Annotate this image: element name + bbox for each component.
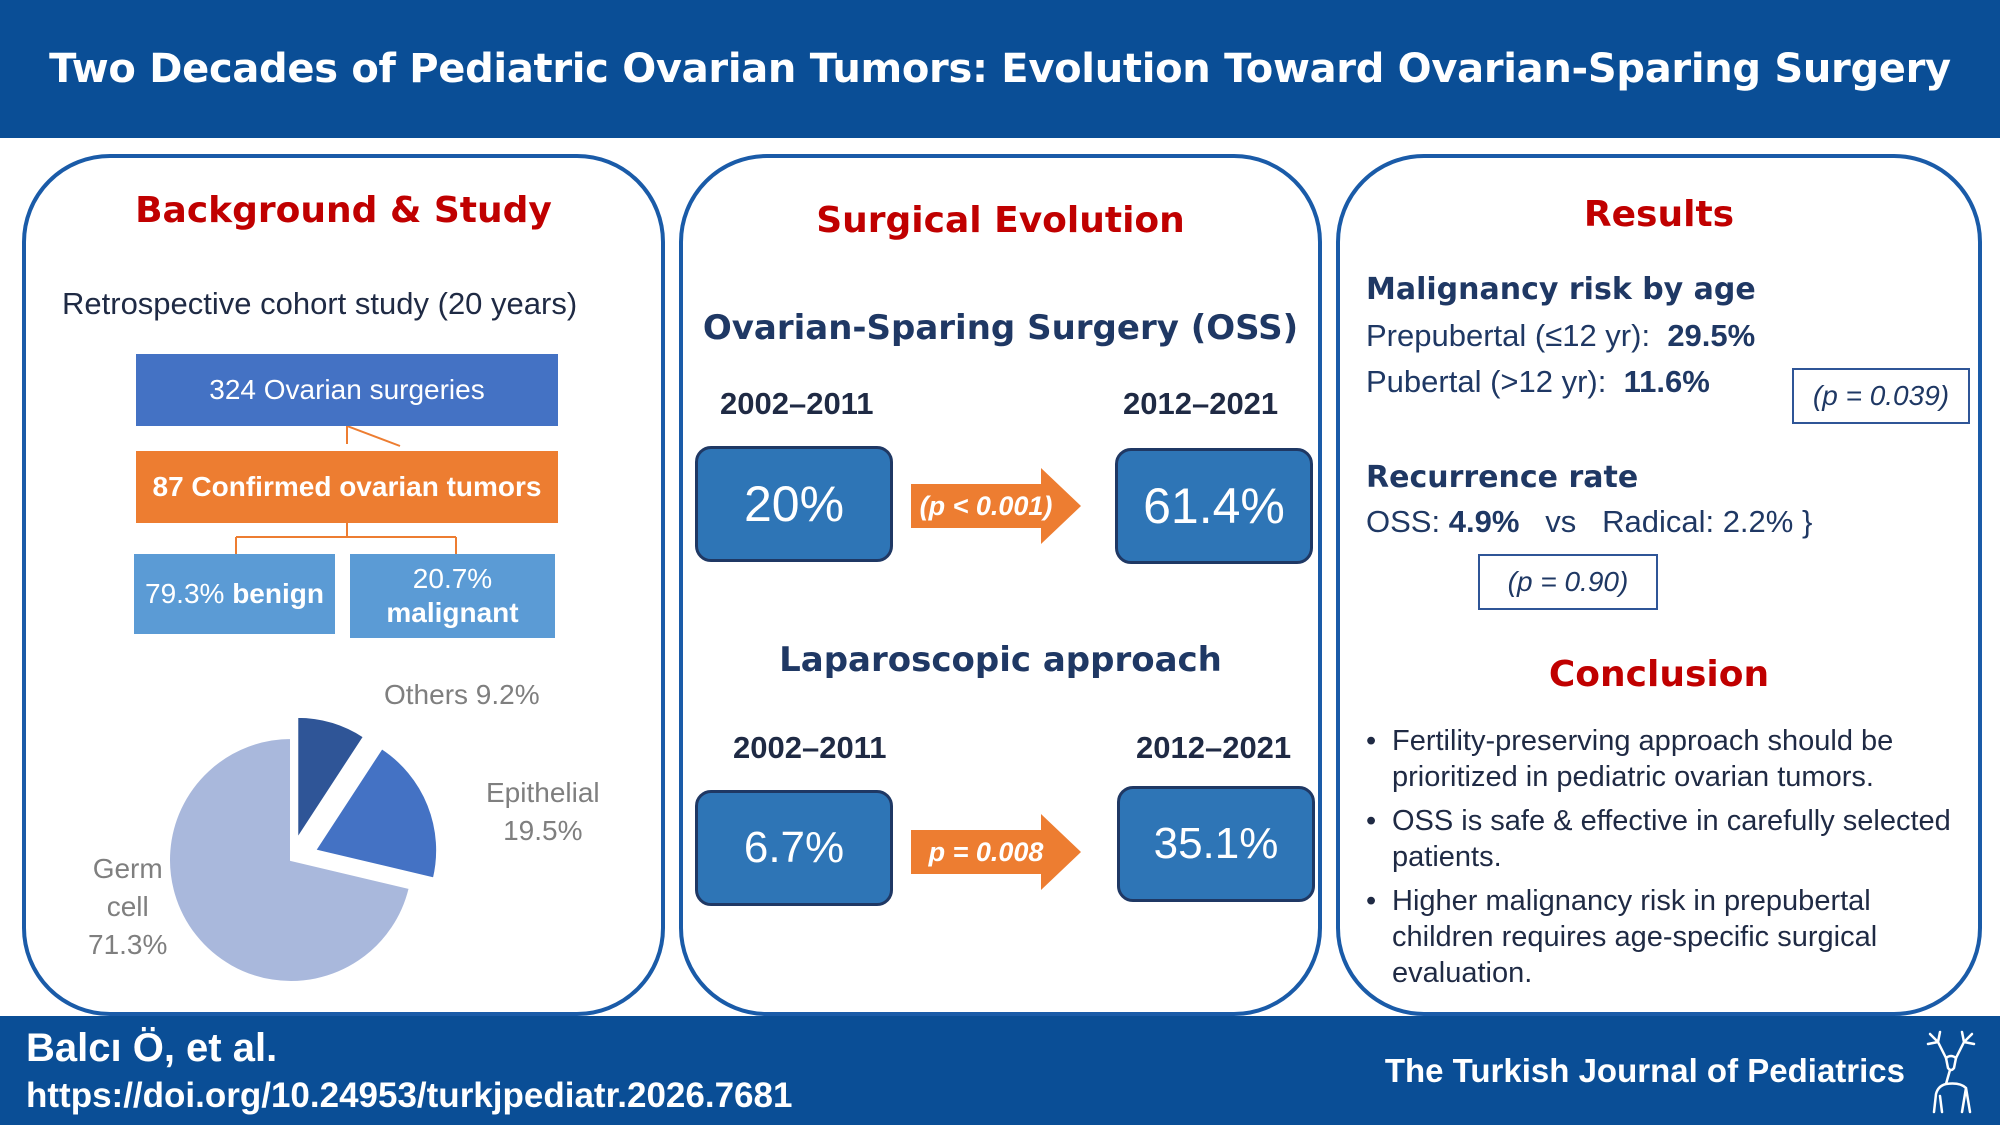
oss-value-b-box: 61.4%: [1115, 448, 1313, 564]
pie-label-cell-word: cell: [106, 890, 149, 922]
journal-name: The Turkish Journal of Pediatrics: [1384, 1052, 1905, 1089]
pie-label-germ-cell: Germ cell 71.3%: [88, 850, 167, 963]
recurrence-oss-label: OSS:: [1366, 504, 1441, 539]
lap-p-value: p = 0.008: [928, 836, 1044, 867]
oss-title: Ovarian-Sparing Surgery (OSS): [702, 308, 1299, 348]
flow-connector-top: [346, 426, 401, 447]
conclusion-item: Higher malignancy risk in prepubertal ch…: [1364, 884, 1964, 992]
pubertal-line: Pubertal (>12 yr): 11.6%: [1366, 364, 1710, 400]
malignancy-heading: Malignancy risk by age: [1366, 272, 1756, 307]
tumors-box: 87 Confirmed ovarian tumors: [136, 451, 558, 523]
background-panel: Background & Study Retrospective cohort …: [22, 154, 665, 1016]
recurrence-vs: vs: [1545, 504, 1577, 539]
pie-label-germ-value: 71.3%: [88, 928, 168, 960]
oss-period-b: 2012–2021: [1123, 386, 1279, 421]
pie-slice-epithelial: [313, 746, 439, 880]
malignancy-p-value: (p = 0.039): [1792, 368, 1970, 424]
surgical-title: Surgical Evolution: [816, 200, 1185, 241]
prepubertal-value: 29.5%: [1667, 318, 1756, 353]
footer-banner: Balcı Ö, et al. https://doi.org/10.24953…: [0, 1016, 2000, 1125]
surgeries-box: 324 Ovarian surgeries: [136, 354, 558, 426]
results-title: Results: [1583, 194, 1735, 235]
doi-link[interactable]: https://doi.org/10.24953/turkjpediatr.20…: [26, 1076, 793, 1115]
malignant-box: 20.7% malignant: [350, 554, 555, 638]
benign-percent: 79.3%: [145, 578, 233, 610]
background-title: Background & Study: [135, 190, 552, 231]
conclusion-item: OSS is safe & effective in carefully sel…: [1364, 804, 1964, 876]
recurrence-p-value: (p = 0.90): [1478, 554, 1658, 610]
lap-period-a: 2002–2011: [733, 730, 887, 765]
lap-value-b-box: 35.1%: [1117, 786, 1315, 902]
conclusion-list: Fertility-preserving approach should be …: [1364, 724, 1964, 1000]
pie-label-epithelial: Epithelial 19.5%: [486, 774, 600, 850]
lap-period-b: 2012–2021: [1136, 730, 1292, 765]
recurrence-line: OSS: 4.9% vs Radical: 2.2% }: [1366, 504, 1813, 539]
oss-p-value: (p < 0.001): [919, 490, 1053, 521]
authors: Balcı Ö, et al.: [26, 1026, 278, 1070]
pie-slice-others: [296, 715, 366, 843]
recurrence-heading: Recurrence rate: [1366, 460, 1639, 495]
prepubertal-label: Prepubertal (≤12 yr):: [1366, 318, 1651, 353]
benign-word: benign: [232, 578, 324, 610]
results-panel: Results Malignancy risk by age Prepubert…: [1336, 154, 1982, 1016]
laparoscopic-title: Laparoscopic approach: [779, 640, 1222, 680]
deer-logo-icon: [1926, 1030, 1976, 1114]
oss-arrow-icon: [911, 468, 1081, 544]
header-banner: Two Decades of Pediatric Ovarian Tumors:…: [0, 0, 2000, 138]
pie-label-others: Others 9.2%: [384, 679, 540, 710]
pubertal-label: Pubertal (>12 yr):: [1366, 364, 1607, 399]
pie-label-epithelial-name: Epithelial: [486, 777, 600, 808]
benign-box: 79.3% benign: [134, 554, 335, 634]
oss-value-a-box: 20%: [695, 446, 893, 562]
malignant-percent: 20.7%: [412, 563, 493, 595]
recurrence-radical: Radical: 2.2%: [1602, 504, 1794, 539]
lap-value-a-box: 6.7%: [695, 790, 893, 906]
malignant-word: malignant: [386, 597, 519, 628]
pie-label-epithelial-value: 19.5%: [503, 814, 583, 846]
surgical-evolution-panel: Surgical Evolution Ovarian-Sparing Surge…: [679, 154, 1322, 1016]
page-title: Two Decades of Pediatric Ovarian Tumors:…: [49, 46, 1951, 92]
recurrence-oss-value: 4.9%: [1448, 504, 1520, 539]
lap-arrow-icon: [911, 814, 1081, 890]
pubertal-value: 11.6%: [1623, 364, 1710, 399]
conclusion-item: Fertility-preserving approach should be …: [1364, 724, 1964, 796]
flow-connector-split: [235, 523, 457, 559]
conclusion-title: Conclusion: [1548, 654, 1770, 695]
pie-slice-germ-cell: [168, 736, 411, 983]
pie-label-germ-word: Germ: [92, 853, 163, 884]
prepubertal-line: Prepubertal (≤12 yr): 29.5%: [1366, 318, 1755, 354]
oss-period-a: 2002–2011: [720, 386, 874, 421]
tumor-type-pie-chart: [168, 715, 439, 983]
study-description: Retrospective cohort study (20 years): [62, 286, 578, 321]
